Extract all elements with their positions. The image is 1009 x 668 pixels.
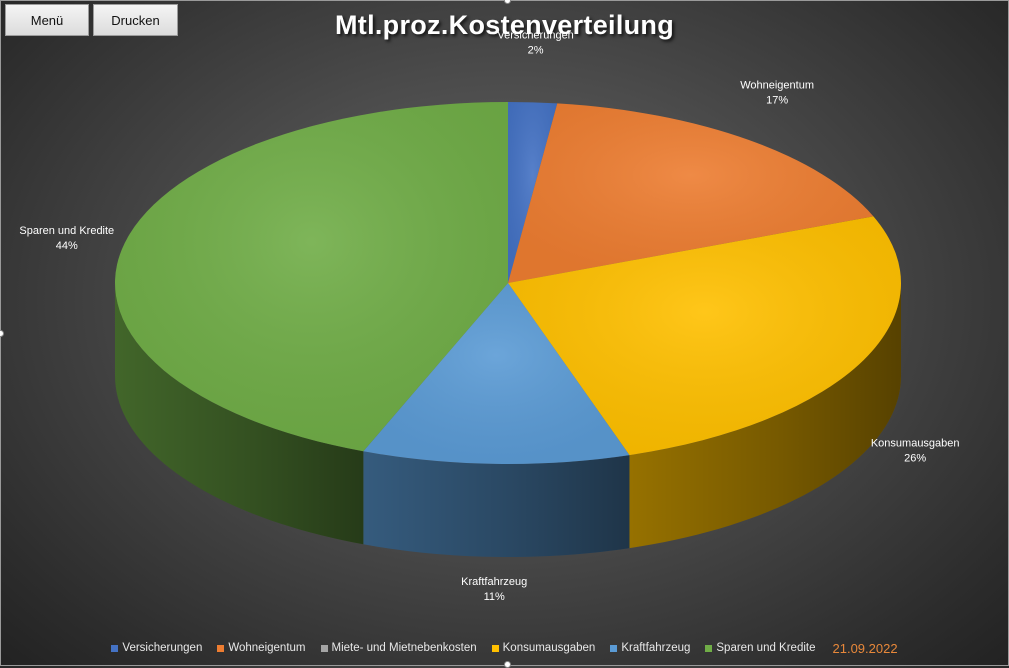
legend-label: Kraftfahrzeug xyxy=(621,642,691,654)
pie-slice-shade-wohneigentum xyxy=(508,103,874,284)
data-label-name-sparen-und-kredite: Sparen und Kredite xyxy=(19,225,114,237)
legend-item-wohneigentum: Wohneigentum xyxy=(217,642,306,654)
legend-label: Miete- und Mietnebenkosten xyxy=(331,642,477,654)
legend-item-sparen: Sparen und Kredite xyxy=(705,642,816,654)
data-label-value-versicherungen: 2% xyxy=(528,45,544,57)
data-label-name-versicherungen: Versicherungen xyxy=(497,30,573,42)
date-label: 21.09.2022 xyxy=(832,640,898,656)
legend-item-miete: Miete- und Mietnebenkosten xyxy=(320,642,477,654)
legend-swatch xyxy=(705,644,713,652)
legend-item-versicherungen: Versicherungen xyxy=(111,642,202,654)
pie-side-shade-sparen-und-kredite xyxy=(115,283,364,545)
menu-button[interactable]: Menü xyxy=(5,4,89,36)
pie-slice-shade-sparen-und-kredite xyxy=(115,102,509,452)
legend-label: Sparen und Kredite xyxy=(716,642,816,654)
resize-handle-top[interactable] xyxy=(504,0,511,4)
legend-swatch xyxy=(610,644,618,652)
data-label-name-konsumausgaben: Konsumausgaben xyxy=(871,438,960,450)
legend-swatch xyxy=(491,644,499,652)
pie-slice-shade-versicherungen xyxy=(508,102,558,283)
pie-slice-shade-kraftfahrzeug xyxy=(363,283,630,464)
pie-side-shade-kraftfahrzeug xyxy=(363,451,630,557)
legend-label: Versicherungen xyxy=(122,642,203,654)
legend-swatch xyxy=(111,644,119,652)
chart-legend: Versicherungen Wohneigentum Miete- und M… xyxy=(0,640,1009,656)
legend-item-kraftfahrzeug: Kraftfahrzeug xyxy=(610,642,690,654)
legend-label: Wohneigentum xyxy=(228,642,306,654)
pie-slice-shade-konsumausgaben xyxy=(508,216,901,456)
data-label-value-wohneigentum: 17% xyxy=(766,95,788,107)
data-label-name-kraftfahrzeug: Kraftfahrzeug xyxy=(461,576,527,588)
legend-swatch xyxy=(320,644,328,652)
pie-side-shade-konsumausgaben xyxy=(629,283,901,549)
chart-title: Mtl.proz.Kostenverteilung xyxy=(334,10,674,40)
data-label-name-wohneigentum: Wohneigentum xyxy=(740,80,814,92)
legend-swatch xyxy=(217,644,225,652)
resize-handle-left[interactable] xyxy=(0,330,4,337)
data-label-value-konsumausgaben: 26% xyxy=(904,453,926,465)
legend-label: Konsumausgaben xyxy=(502,642,596,654)
data-label-value-sparen-und-kredite: 44% xyxy=(56,240,78,252)
legend-item-konsumausgaben: Konsumausgaben xyxy=(491,642,596,654)
print-button[interactable]: Drucken xyxy=(93,4,178,36)
data-label-value-kraftfahrzeug: 11% xyxy=(484,591,505,603)
